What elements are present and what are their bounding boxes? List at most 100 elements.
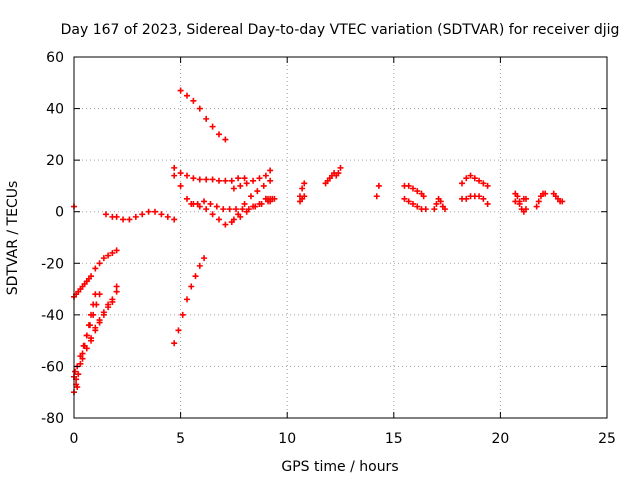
data-point — [516, 198, 523, 205]
data-point — [260, 182, 267, 189]
axis-ticks: 0 5 10 15 20 25 -80 -60 -40 -20 0 20 40 60 — [41, 50, 616, 447]
data-point — [262, 172, 269, 179]
data-point — [171, 340, 178, 347]
data-point — [239, 206, 246, 213]
data-point — [228, 177, 235, 184]
data-point — [375, 182, 382, 189]
data-point — [90, 311, 97, 318]
data-point — [88, 337, 95, 344]
data-point — [522, 206, 529, 213]
data-point — [256, 175, 263, 182]
series-arc-23 — [431, 195, 448, 213]
data-point — [86, 322, 93, 329]
series-arc-27 — [512, 195, 529, 205]
data-point — [132, 213, 139, 220]
data-point — [88, 273, 95, 280]
data-point — [203, 115, 210, 122]
data-point — [175, 327, 182, 334]
data-point — [177, 87, 184, 94]
data-point — [145, 208, 152, 215]
data-point — [459, 180, 466, 187]
series-arc-10 — [177, 87, 229, 143]
y-tick-label: -20 — [41, 256, 64, 272]
data-point — [237, 213, 244, 220]
data-point — [480, 180, 487, 187]
data-point — [267, 177, 274, 184]
data-point — [522, 195, 529, 202]
series-arc-4 — [88, 288, 120, 344]
data-point — [188, 200, 195, 207]
y-axis-label: SDTVAR / TECUs — [5, 181, 21, 296]
data-point — [213, 203, 220, 210]
data-point — [139, 211, 146, 218]
data-point — [100, 311, 107, 318]
series-arc-21 — [401, 182, 427, 200]
series-arc-25 — [459, 193, 491, 207]
series-arc-5 — [71, 273, 95, 300]
plot-frame — [73, 56, 608, 419]
y-tick-label: 20 — [46, 153, 64, 169]
data-point — [183, 172, 190, 179]
data-point — [102, 211, 109, 218]
data-point — [79, 355, 86, 362]
data-point — [467, 172, 474, 179]
data-point — [484, 200, 491, 207]
data-point — [96, 291, 103, 298]
data-point — [152, 208, 159, 215]
data-point — [183, 296, 190, 303]
data-point — [422, 206, 429, 213]
series-arc-22 — [401, 195, 429, 213]
data-point — [373, 193, 380, 200]
data-point — [171, 172, 178, 179]
data-point — [405, 182, 412, 189]
data-point — [233, 206, 240, 213]
data-point — [201, 198, 208, 205]
data-point — [113, 213, 120, 220]
data-point — [476, 177, 483, 184]
data-point — [207, 200, 214, 207]
data-point — [250, 203, 257, 210]
data-point — [484, 182, 491, 189]
data-point — [113, 247, 120, 254]
x-tick-label: 25 — [598, 431, 616, 447]
data-point — [196, 105, 203, 112]
data-point — [74, 384, 81, 391]
data-point — [542, 190, 549, 197]
data-point — [196, 262, 203, 269]
data-point — [209, 176, 216, 183]
data-point — [337, 164, 344, 171]
series-arc-19 — [322, 164, 344, 187]
data-point — [414, 188, 421, 195]
data-point — [463, 195, 470, 202]
data-point — [254, 188, 261, 195]
data-point — [203, 206, 210, 213]
data-point — [92, 265, 99, 272]
y-tick-label: 60 — [46, 50, 64, 66]
data-point — [471, 175, 478, 182]
data-point — [230, 185, 237, 192]
series-arc-11 — [171, 164, 248, 184]
data-point — [113, 288, 120, 295]
data-point — [190, 175, 197, 182]
data-point — [100, 255, 107, 262]
series-arc-12 — [171, 172, 274, 228]
data-point — [250, 177, 257, 184]
data-point — [75, 371, 82, 378]
series-arc-6 — [92, 247, 120, 272]
data-point — [267, 167, 274, 174]
data-point — [215, 177, 222, 184]
data-point — [72, 368, 79, 375]
y-tick-label: -80 — [41, 411, 64, 427]
data-point — [109, 249, 116, 256]
data-point — [77, 360, 84, 367]
data-point — [514, 193, 521, 200]
data-point — [559, 198, 566, 205]
data-point — [243, 208, 250, 215]
data-point — [533, 203, 540, 210]
data-point — [109, 298, 116, 305]
data-point — [203, 176, 210, 183]
data-point — [256, 200, 263, 207]
data-point — [463, 175, 470, 182]
series-arc-9 — [171, 255, 208, 347]
